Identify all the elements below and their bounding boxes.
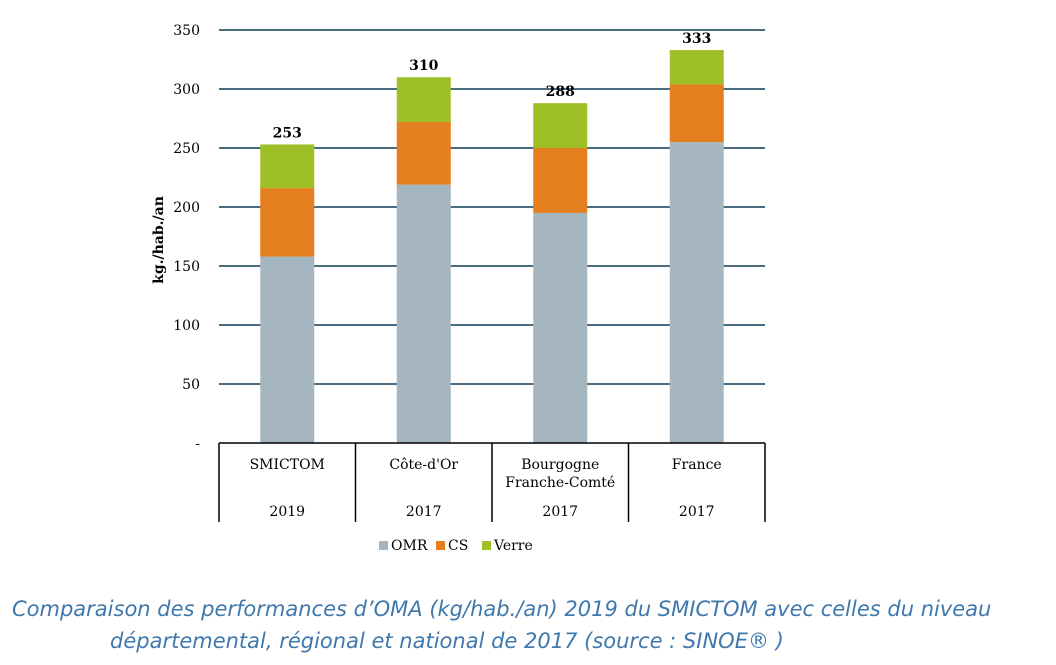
legend-label: OMR [391, 538, 428, 554]
total-label: 288 [546, 84, 575, 100]
y-tick-label: 100 [173, 318, 200, 334]
bar-cs-4 [669, 84, 724, 143]
stacked-bar-chart: - 50 100 150 200 250 300 350 SMICTOM 2019 Côte-d'… [151, 23, 766, 554]
legend: OMR CS Verre [379, 538, 533, 554]
bar-cs-1 [260, 188, 315, 257]
bar-omr-2 [396, 184, 451, 443]
y-tick-label: 200 [173, 200, 200, 216]
bar-cs-3 [533, 148, 588, 213]
bar-omr-3 [533, 212, 588, 443]
figure-caption-line-2: départemental, régional et national de 2… [110, 629, 784, 653]
category-table: SMICTOM 2019 Côte-d'Or 2017 Bourgogne Franche… [218, 442, 766, 522]
bars [260, 50, 724, 443]
y-tick-label: 50 [182, 377, 200, 393]
year-label: 2017 [542, 504, 578, 520]
bar-verre-2 [396, 77, 451, 123]
legend-swatch-cs [436, 541, 445, 550]
y-tick-label: 250 [173, 141, 200, 157]
y-axis-title: kg./hab./an [151, 196, 167, 284]
year-label: 2017 [679, 504, 715, 520]
total-labels: 253 310 288 333 [273, 31, 712, 141]
year-label: 2019 [269, 504, 305, 520]
legend-label: CS [448, 538, 468, 554]
legend-swatch-verre [482, 541, 491, 550]
total-label: 253 [273, 125, 302, 141]
category-label: Franche-Comté [505, 475, 615, 491]
y-tick-label: - [195, 436, 200, 452]
total-label: 310 [409, 58, 438, 74]
bar-verre-4 [669, 50, 724, 85]
legend-label: Verre [493, 538, 533, 554]
category-label: SMICTOM [250, 457, 325, 473]
y-axis: - 50 100 150 200 250 300 350 [173, 23, 200, 452]
category-label: Bourgogne [521, 457, 599, 473]
category-label: Côte-d'Or [389, 457, 458, 473]
total-label: 333 [682, 31, 711, 47]
bar-verre-3 [533, 103, 588, 148]
category-label: France [672, 457, 722, 473]
y-tick-label: 150 [173, 259, 200, 275]
y-tick-label: 300 [173, 82, 200, 98]
legend-swatch-omr [379, 541, 388, 550]
bar-omr-1 [260, 256, 315, 443]
bar-verre-1 [260, 144, 315, 189]
figure-caption-line-1: Comparaison des performances d’OMA (kg/h… [12, 597, 992, 621]
bar-omr-4 [669, 142, 724, 443]
bar-cs-2 [396, 122, 451, 185]
year-label: 2017 [406, 504, 442, 520]
y-tick-label: 350 [173, 23, 200, 39]
